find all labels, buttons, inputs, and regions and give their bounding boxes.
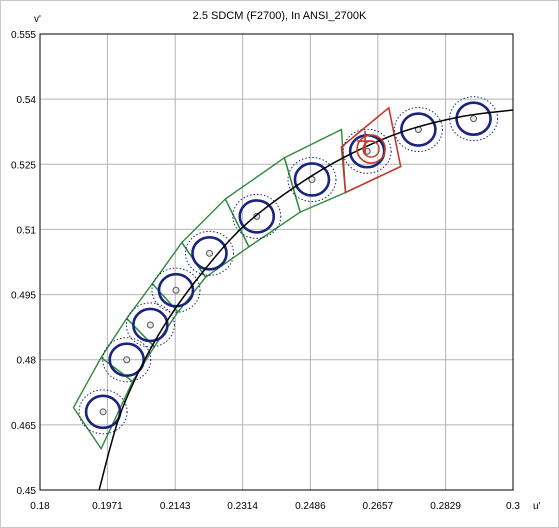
ellipse-center-point [146, 321, 154, 329]
outer-dotted-ellipse [151, 267, 201, 313]
ellipse-center-point [470, 115, 478, 123]
ellipse-center-point [205, 249, 213, 257]
macadam-quadrangles [72, 106, 402, 451]
green-quadrangle [151, 241, 207, 313]
y-tick-label: 0.495 [11, 291, 36, 302]
chart-title: 2.5 SDCM (F2700), In ANSI_2700K [192, 10, 367, 22]
outer-dotted-ellipse [287, 156, 337, 202]
plot-area-border [39, 33, 514, 491]
green-quadrangle [72, 356, 134, 451]
ellipse-center-point [99, 408, 107, 416]
target-marker [356, 131, 386, 164]
outer-dotted-ellipse [125, 302, 175, 348]
green-quadrangle [100, 317, 156, 383]
sdcm-ellipse [157, 272, 195, 308]
sdcm-ellipses [78, 96, 499, 435]
x-tick-label: 0.2314 [227, 501, 258, 512]
sdcm-ellipse [132, 307, 169, 343]
sdcm-ellipse [84, 394, 122, 430]
x-tick-label: 0.3 [506, 501, 520, 512]
y-tick-label: 0.51 [17, 225, 37, 236]
outer-dotted-ellipse [102, 337, 152, 383]
sdcm-ellipse [238, 199, 276, 234]
target-outer-circle [356, 134, 386, 164]
ellipse-center-point [123, 356, 131, 364]
axis-ticks: 0.18 0.1971 0.2143 0.2314 0.2486 0.2657 0.2829… [11, 30, 520, 512]
y-tick-label: 0.525 [11, 160, 36, 171]
ellipse-center-point [172, 286, 180, 294]
ellipse-center-point [253, 212, 261, 220]
green-quadrangle [283, 128, 347, 214]
outer-dotted-ellipse [78, 389, 128, 435]
x-tick-label: 0.18 [30, 501, 50, 512]
outer-dotted-ellipse [449, 96, 499, 142]
y-tick-label: 0.465 [11, 421, 36, 432]
sdcm-ellipse [400, 112, 437, 147]
x-axis-label: u' [533, 501, 541, 512]
y-tick-label: 0.555 [11, 30, 36, 41]
sdcm-ellipse [108, 342, 146, 378]
sdcm-ellipse [455, 101, 492, 136]
x-tick-label: 0.2486 [295, 501, 326, 512]
planckian-locus-curve [98, 109, 513, 490]
y-tick-label: 0.54 [17, 95, 37, 106]
x-tick-label: 0.2143 [160, 501, 191, 512]
x-tick-label: 0.2657 [363, 501, 394, 512]
outer-dotted-ellipse [232, 193, 282, 239]
x-tick-label: 0.1971 [92, 501, 123, 512]
y-tick-label: 0.48 [17, 356, 37, 367]
y-axis-label: v' [34, 14, 41, 25]
grid-lines [40, 34, 513, 490]
planckian-locus [98, 109, 513, 490]
sdcm-ellipse [293, 162, 331, 197]
x-tick-label: 0.2829 [430, 501, 461, 512]
sdcm-ellipse [191, 236, 228, 271]
red-quadrangle [340, 106, 402, 194]
outer-dotted-ellipse [342, 128, 392, 174]
y-tick-label: 0.45 [17, 486, 37, 497]
outer-dotted-ellipse [184, 230, 234, 276]
outer-dotted-ellipse [393, 107, 443, 153]
